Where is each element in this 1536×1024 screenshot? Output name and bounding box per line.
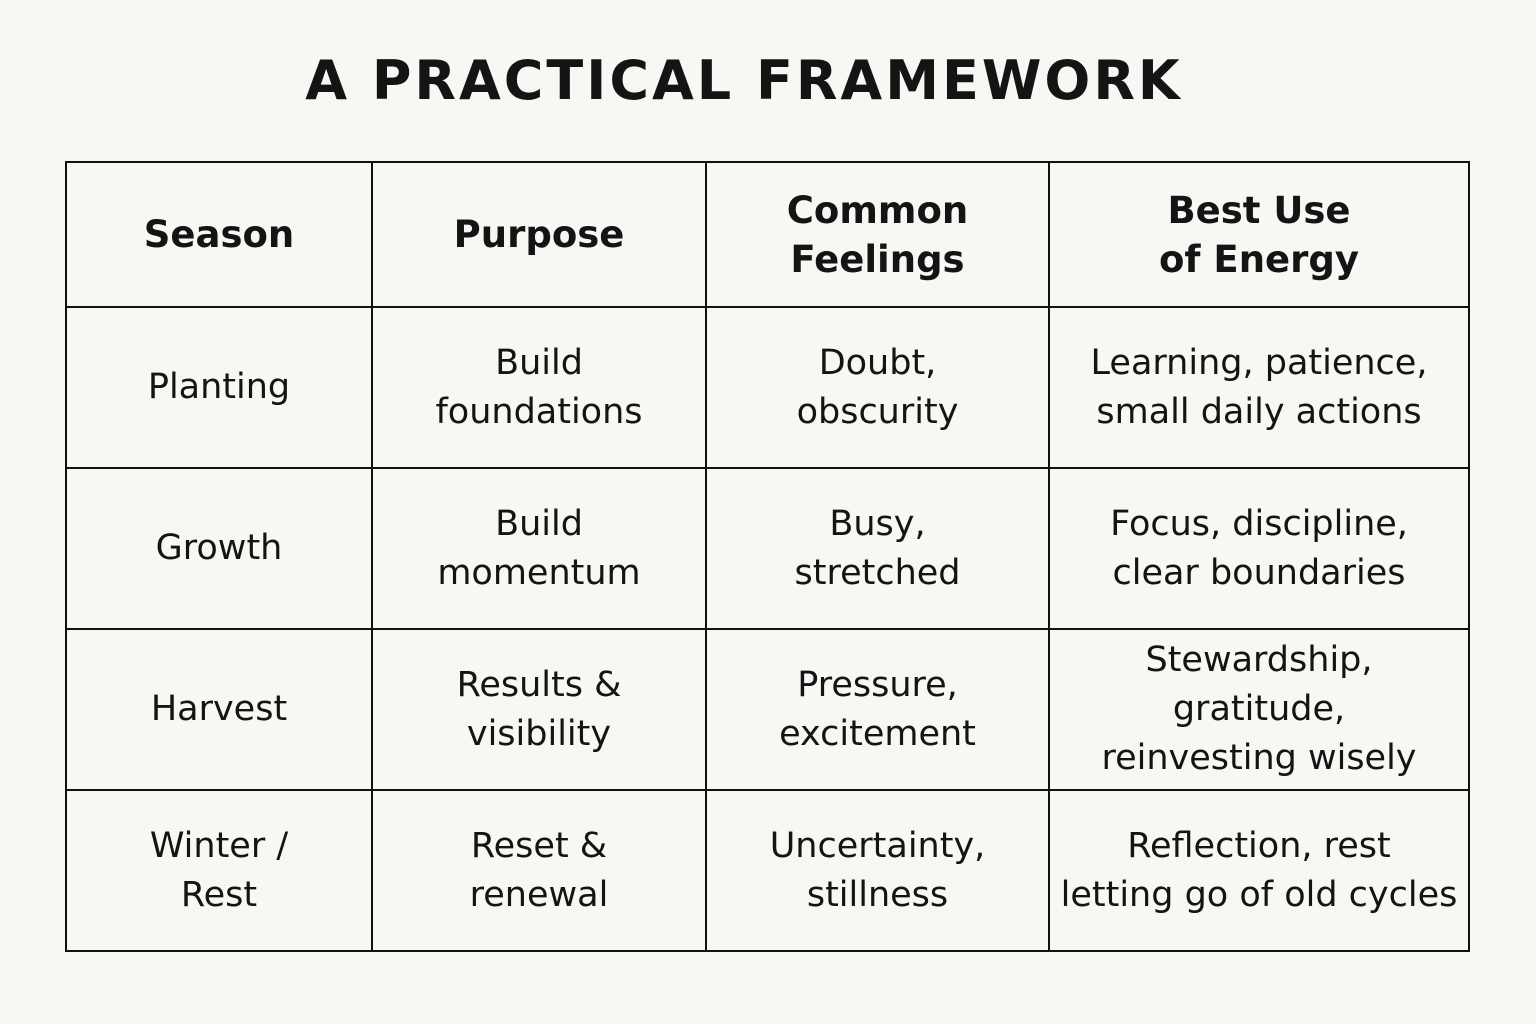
cell-season: Planting <box>65 306 373 469</box>
cell-text: visibility <box>466 713 612 754</box>
cell-text: stillness <box>806 874 949 915</box>
cell-text: Build <box>495 342 583 383</box>
cell-text: Focus, discipline, <box>1110 503 1408 544</box>
page-title: A PRACTICAL FRAMEWORK <box>305 49 1183 112</box>
cell-text: clear boundaries <box>1112 552 1406 593</box>
header-text: Feelings <box>790 237 965 281</box>
cell-purpose: Reset & renewal <box>371 789 707 952</box>
cell-purpose: Build foundations <box>371 306 707 469</box>
table-row: Harvest Results & visibility Pressure, excit… <box>65 628 1470 791</box>
cell-purpose: Results & visibility <box>371 628 707 791</box>
cell-text: letting go of old cycles <box>1060 874 1458 915</box>
header-text: Best Use <box>1167 188 1351 232</box>
header-best-use-of-energy: Best Use of Energy <box>1048 161 1470 308</box>
cell-text: renewal <box>469 874 609 915</box>
cell-text: Busy, <box>829 503 926 544</box>
cell-season: Harvest <box>65 628 373 791</box>
cell-text: Pressure, <box>797 664 958 705</box>
cell-purpose: Build momentum <box>371 467 707 630</box>
cell-text: Learning, patience, <box>1090 342 1428 383</box>
cell-common-feelings: Doubt, obscurity <box>705 306 1050 469</box>
cell-text: stretched <box>794 552 961 593</box>
cell-text: Winter / <box>149 825 289 866</box>
header-row: Season Purpose Common Feelings Best Use of En… <box>65 161 1470 308</box>
header-text: of Energy <box>1159 237 1359 281</box>
cell-text: reinvesting wisely <box>1101 738 1417 778</box>
cell-common-feelings: Uncertainty, stillness <box>705 789 1050 952</box>
cell-season: Growth <box>65 467 373 630</box>
cell-text: momentum <box>437 552 641 593</box>
cell-best-use-of-energy: Learning, patience, small daily actions <box>1048 306 1470 469</box>
cell-text: Doubt, <box>818 342 937 383</box>
cell-season: Winter / Rest <box>65 789 373 952</box>
cell-text: Harvest <box>150 689 288 729</box>
cell-text: foundations <box>435 391 643 432</box>
cell-text: Uncertainty, <box>769 825 986 866</box>
header-season: Season <box>65 161 373 308</box>
cell-text: Rest <box>180 874 258 915</box>
cell-text: Reflection, rest <box>1127 825 1391 866</box>
header-common-feelings: Common Feelings <box>705 161 1050 308</box>
cell-text: excitement <box>779 713 976 754</box>
cell-common-feelings: Busy, stretched <box>705 467 1050 630</box>
table-row: Planting Build foundations Doubt, obscurity L… <box>65 306 1470 469</box>
cell-text: Results & <box>456 664 622 705</box>
header-purpose: Purpose <box>371 161 707 308</box>
cell-text: obscurity <box>796 391 959 432</box>
header-text: Season <box>143 213 295 256</box>
cell-text: Reset & <box>470 825 608 866</box>
header-text: Purpose <box>453 213 625 256</box>
cell-text: Stewardship, gratitude, <box>1145 640 1373 729</box>
cell-best-use-of-energy: Stewardship, gratitude, reinvesting wisel… <box>1048 628 1470 791</box>
cell-text: Growth <box>155 528 283 568</box>
header-text: Common <box>786 188 969 232</box>
table-row: Growth Build momentum Busy, stretched Focus, … <box>65 467 1470 630</box>
cell-best-use-of-energy: Focus, discipline, clear boundaries <box>1048 467 1470 630</box>
cell-text: Planting <box>147 367 291 407</box>
cell-common-feelings: Pressure, excitement <box>705 628 1050 791</box>
table-row: Winter / Rest Reset & renewal Uncertainty, st… <box>65 789 1470 952</box>
cell-best-use-of-energy: Reflection, rest letting go of old cycles <box>1048 789 1470 952</box>
framework-table: Season Purpose Common Feelings Best Use of En… <box>65 161 1470 952</box>
cell-text: small daily actions <box>1096 391 1422 432</box>
cell-text: Build <box>495 503 583 544</box>
